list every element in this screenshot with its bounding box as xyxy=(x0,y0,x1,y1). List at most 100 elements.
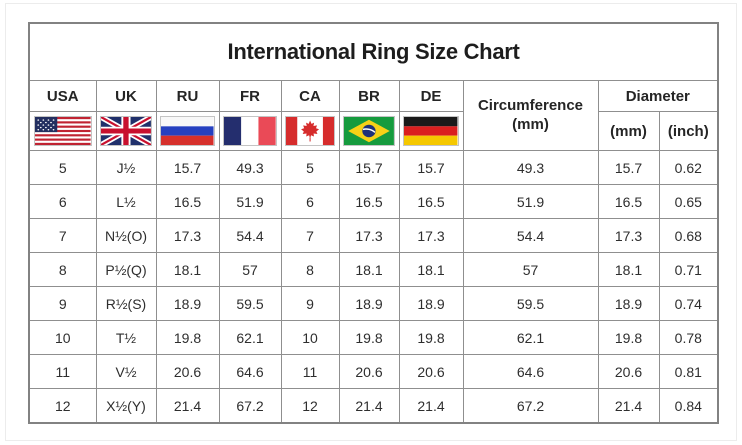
column-header-br: BR xyxy=(338,80,400,112)
column-header-diameter-inch: (inch) xyxy=(658,111,719,151)
cell-de: 19.8 xyxy=(398,320,464,355)
column-header-uk: UK xyxy=(95,80,157,112)
cell-diameter-mm: 19.8 xyxy=(597,320,660,355)
uk-flag-icon xyxy=(100,116,152,146)
cell-uk: J½ xyxy=(95,150,157,185)
cell-fr: 62.1 xyxy=(218,320,282,355)
canada-flag-icon xyxy=(284,116,336,146)
france-flag-icon xyxy=(223,116,277,146)
cell-ca: 8 xyxy=(280,252,340,287)
table-row: 12 X½(Y) 21.4 67.2 12 21.4 21.4 67.2 21.4 0.84 xyxy=(28,388,719,424)
cell-diameter-mm: 20.6 xyxy=(597,354,660,389)
cell-usa: 10 xyxy=(28,320,97,355)
ring-size-table-body: 5 J½ 15.7 49.3 5 15.7 15.7 49.3 15.7 0.62 6 L½ 16.5 5… xyxy=(28,150,719,424)
column-header-fr: FR xyxy=(218,80,282,112)
cell-diameter-mm: 17.3 xyxy=(597,218,660,253)
cell-fr: 59.5 xyxy=(218,286,282,321)
cell-de: 15.7 xyxy=(398,150,464,185)
table-row: 5 J½ 15.7 49.3 5 15.7 15.7 49.3 15.7 0.62 xyxy=(28,150,719,185)
cell-uk: R½(S) xyxy=(95,286,157,321)
cell-diameter-inch: 0.68 xyxy=(658,218,719,253)
table-row: 11 V½ 20.6 64.6 11 20.6 20.6 64.6 20.6 0.81 xyxy=(28,354,719,389)
france-flag-cell xyxy=(218,111,282,151)
cell-ru: 18.9 xyxy=(155,286,220,321)
table-row: 9 R½(S) 18.9 59.5 9 18.9 18.9 59.5 18.9 0.74 xyxy=(28,286,719,321)
cell-diameter-inch: 0.71 xyxy=(658,252,719,287)
cell-ru: 19.8 xyxy=(155,320,220,355)
cell-diameter-inch: 0.74 xyxy=(658,286,719,321)
cell-ca: 12 xyxy=(280,388,340,424)
cell-ca: 11 xyxy=(280,354,340,389)
cell-diameter-mm: 15.7 xyxy=(597,150,660,185)
column-header-diameter: Diameter xyxy=(597,80,719,112)
russia-flag-cell xyxy=(155,111,220,151)
cell-uk: X½(Y) xyxy=(95,388,157,424)
cell-de: 21.4 xyxy=(398,388,464,424)
cell-uk: V½ xyxy=(95,354,157,389)
cell-de: 18.9 xyxy=(398,286,464,321)
cell-circumference-mm: 64.6 xyxy=(462,354,599,389)
cell-diameter-mm: 18.1 xyxy=(597,252,660,287)
page-title: International Ring Size Chart xyxy=(28,22,719,81)
germany-flag-cell xyxy=(398,111,464,151)
cell-fr: 49.3 xyxy=(218,150,282,185)
cell-uk: P½(Q) xyxy=(95,252,157,287)
cell-circumference-mm: 49.3 xyxy=(462,150,599,185)
cell-usa: 12 xyxy=(28,388,97,424)
cell-ca: 6 xyxy=(280,184,340,219)
cell-circumference-mm: 54.4 xyxy=(462,218,599,253)
cell-br: 16.5 xyxy=(338,184,400,219)
cell-ru: 18.1 xyxy=(155,252,220,287)
cell-ca: 9 xyxy=(280,286,340,321)
russia-flag-icon xyxy=(160,116,215,146)
cell-de: 18.1 xyxy=(398,252,464,287)
cell-diameter-inch: 0.65 xyxy=(658,184,719,219)
column-header-de: DE xyxy=(398,80,464,112)
cell-de: 16.5 xyxy=(398,184,464,219)
cell-diameter-inch: 0.81 xyxy=(658,354,719,389)
cell-uk: N½(O) xyxy=(95,218,157,253)
cell-diameter-mm: 18.9 xyxy=(597,286,660,321)
column-header-circumference: Circumference (mm) xyxy=(462,80,599,151)
cell-uk: L½ xyxy=(95,184,157,219)
cell-ru: 15.7 xyxy=(155,150,220,185)
canada-flag-cell xyxy=(280,111,340,151)
cell-usa: 9 xyxy=(28,286,97,321)
cell-diameter-mm: 21.4 xyxy=(597,388,660,424)
usa-flag-icon xyxy=(33,116,92,146)
column-header-usa: USA xyxy=(28,80,97,112)
cell-usa: 6 xyxy=(28,184,97,219)
cell-usa: 8 xyxy=(28,252,97,287)
cell-diameter-inch: 0.84 xyxy=(658,388,719,424)
cell-ca: 7 xyxy=(280,218,340,253)
flag-row: (mm) (inch) xyxy=(28,111,719,151)
brazil-flag-cell xyxy=(338,111,400,151)
cell-diameter-mm: 16.5 xyxy=(597,184,660,219)
circumference-label: Circumference xyxy=(477,96,584,114)
cell-usa: 7 xyxy=(28,218,97,253)
usa-flag-cell xyxy=(28,111,97,151)
cell-br: 15.7 xyxy=(338,150,400,185)
cell-fr: 64.6 xyxy=(218,354,282,389)
cell-ru: 20.6 xyxy=(155,354,220,389)
cell-br: 21.4 xyxy=(338,388,400,424)
column-header-ca: CA xyxy=(280,80,340,112)
cell-circumference-mm: 62.1 xyxy=(462,320,599,355)
table-row: 8 P½(Q) 18.1 57 8 18.1 18.1 57 18.1 0.71 xyxy=(28,252,719,287)
ring-size-table: International Ring Size Chart USA UK RU … xyxy=(28,22,720,424)
cell-de: 17.3 xyxy=(398,218,464,253)
brazil-flag-icon xyxy=(343,116,395,146)
cell-diameter-inch: 0.78 xyxy=(658,320,719,355)
cell-de: 20.6 xyxy=(398,354,464,389)
cell-br: 18.9 xyxy=(338,286,400,321)
cell-usa: 11 xyxy=(28,354,97,389)
cell-fr: 54.4 xyxy=(218,218,282,253)
cell-fr: 51.9 xyxy=(218,184,282,219)
title-row: International Ring Size Chart xyxy=(28,22,719,81)
cell-fr: 67.2 xyxy=(218,388,282,424)
cell-ru: 21.4 xyxy=(155,388,220,424)
cell-br: 17.3 xyxy=(338,218,400,253)
cell-br: 19.8 xyxy=(338,320,400,355)
cell-circumference-mm: 57 xyxy=(462,252,599,287)
